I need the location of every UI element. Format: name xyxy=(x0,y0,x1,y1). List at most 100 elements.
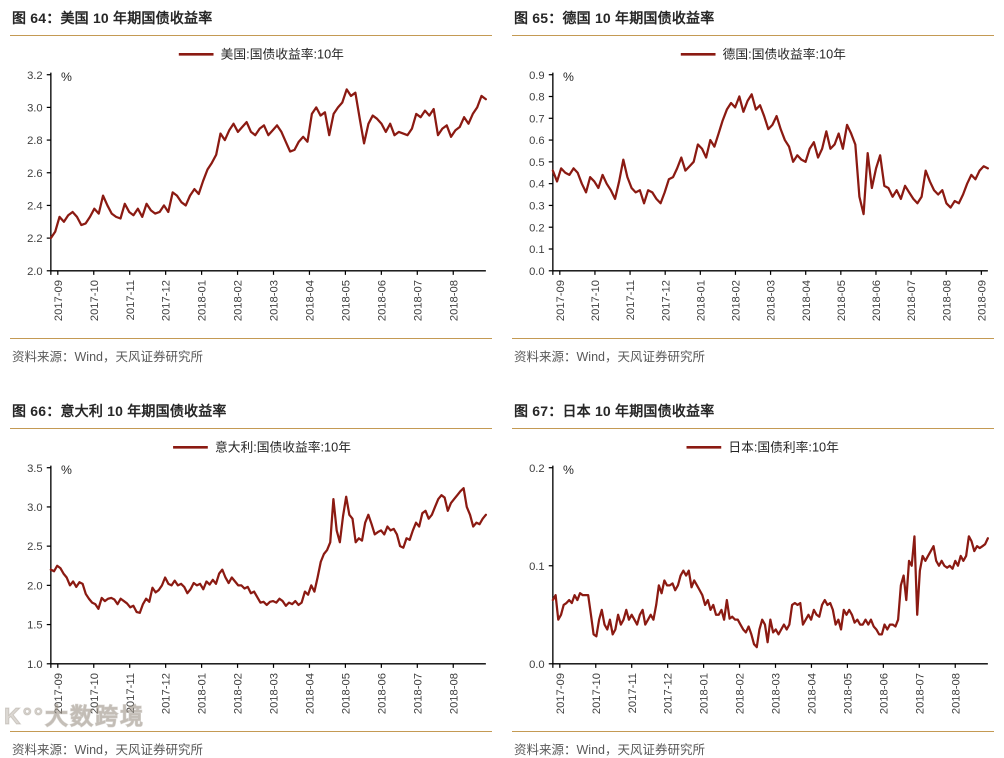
svg-text:2018-08: 2018-08 xyxy=(950,673,962,714)
svg-text:0.6: 0.6 xyxy=(529,135,545,147)
svg-text:2018-04: 2018-04 xyxy=(305,673,317,714)
svg-text:美国:国债收益率:10年: 美国:国债收益率:10年 xyxy=(221,46,345,61)
svg-text:0.4: 0.4 xyxy=(529,179,545,191)
svg-text:3.5: 3.5 xyxy=(27,463,43,475)
source-note: 资料来源：Wind，天风证券研究所 xyxy=(512,338,994,365)
svg-text:%: % xyxy=(563,70,574,84)
svg-text:2018-05: 2018-05 xyxy=(842,673,854,714)
svg-text:1.5: 1.5 xyxy=(27,620,43,632)
svg-text:2018-09: 2018-09 xyxy=(976,280,988,321)
svg-text:0.3: 0.3 xyxy=(529,201,545,213)
svg-text:2017-10: 2017-10 xyxy=(590,280,602,321)
svg-text:2017-09: 2017-09 xyxy=(555,673,567,714)
svg-text:日本:国债利率:10年: 日本:国债利率:10年 xyxy=(728,440,839,455)
svg-text:2017-10: 2017-10 xyxy=(89,280,101,321)
svg-text:德国:国债收益率:10年: 德国:国债收益率:10年 xyxy=(723,46,847,61)
svg-text:2.2: 2.2 xyxy=(27,233,43,245)
svg-text:2018-02: 2018-02 xyxy=(735,673,747,714)
svg-text:1.0: 1.0 xyxy=(27,659,43,671)
svg-text:2.0: 2.0 xyxy=(27,581,43,593)
svg-text:%: % xyxy=(61,70,72,84)
svg-text:2017-12: 2017-12 xyxy=(663,673,675,714)
svg-text:2018-06: 2018-06 xyxy=(871,280,883,321)
line-chart-svg: 德国:国债收益率:10年 0.0 0.1 0.2 0.3 0.4 0.5 0.6 0.7 0.8 0… xyxy=(529,46,989,321)
chart-title-italy: 图 66：意大利 10 年期国债收益率 xyxy=(10,399,492,430)
svg-text:2018-01: 2018-01 xyxy=(695,280,707,321)
svg-text:意大利:国债收益率:10年: 意大利:国债收益率:10年 xyxy=(215,440,351,455)
japan-10y-yield-chart: 日本:国债利率:10年 0.0 0.1 0.2% 2017-09 2017-10 2017-… xyxy=(512,429,994,729)
svg-text:2018-05: 2018-05 xyxy=(340,673,352,714)
svg-text:2017-10: 2017-10 xyxy=(89,673,101,714)
chart-cell-us: 图 64：美国 10 年期国债收益率 美国:国债收益率:10年 2.0 2.2 2.4… xyxy=(10,6,492,365)
svg-text:0.0: 0.0 xyxy=(529,659,545,671)
svg-text:2018-04: 2018-04 xyxy=(801,280,813,321)
us-10y-yield-chart: 美国:国债收益率:10年 2.0 2.2 2.4 2.6 2.8 3.0 3.2% 2017-0… xyxy=(10,36,492,336)
germany-10y-yield-chart: 德国:国债收益率:10年 0.0 0.1 0.2 0.3 0.4 0.5 0.6 0.7 0.8 0… xyxy=(512,36,994,336)
svg-text:0.7: 0.7 xyxy=(529,113,545,125)
svg-text:2.5: 2.5 xyxy=(27,541,43,553)
svg-text:2018-04: 2018-04 xyxy=(305,280,317,321)
svg-text:2018-02: 2018-02 xyxy=(233,673,245,714)
svg-text:2018-07: 2018-07 xyxy=(412,673,424,714)
svg-text:2017-11: 2017-11 xyxy=(125,280,137,320)
svg-text:2018-07: 2018-07 xyxy=(914,673,926,714)
italy-10y-yield-chart: 意大利:国债收益率:10年 1.0 1.5 2.0 2.5 3.0 3.5% 2017-09 2… xyxy=(10,429,492,729)
svg-text:2017-09: 2017-09 xyxy=(53,673,65,714)
svg-text:0.2: 0.2 xyxy=(529,463,545,475)
svg-text:2.8: 2.8 xyxy=(27,135,43,147)
svg-text:2018-06: 2018-06 xyxy=(376,280,388,321)
svg-text:2.4: 2.4 xyxy=(27,201,43,213)
svg-text:0.8: 0.8 xyxy=(529,92,545,104)
chart-cell-italy: 图 66：意大利 10 年期国债收益率 意大利:国债收益率:10年 1.0 1.5 2… xyxy=(10,399,492,758)
svg-text:2017-09: 2017-09 xyxy=(53,280,65,321)
svg-text:2018-08: 2018-08 xyxy=(448,280,460,321)
svg-text:3.0: 3.0 xyxy=(27,502,43,514)
svg-text:0.0: 0.0 xyxy=(529,266,545,278)
svg-text:0.5: 0.5 xyxy=(529,157,545,169)
svg-text:2017-09: 2017-09 xyxy=(555,280,567,321)
svg-text:2018-04: 2018-04 xyxy=(807,673,819,714)
source-note: 资料来源：Wind，天风证券研究所 xyxy=(10,338,492,365)
svg-text:0.2: 0.2 xyxy=(529,222,545,234)
svg-text:2018-08: 2018-08 xyxy=(448,673,460,714)
svg-text:2018-08: 2018-08 xyxy=(941,280,953,321)
svg-text:2018-02: 2018-02 xyxy=(233,280,245,321)
svg-text:2018-05: 2018-05 xyxy=(836,280,848,321)
svg-text:2018-02: 2018-02 xyxy=(731,280,743,321)
chart-cell-japan: 图 67：日本 10 年期国债收益率 日本:国债利率:10年 0.0 0.1 0.2%… xyxy=(512,399,994,758)
svg-text:2017-11: 2017-11 xyxy=(625,280,637,320)
line-chart-svg: 意大利:国债收益率:10年 1.0 1.5 2.0 2.5 3.0 3.5 % 2017-09 2… xyxy=(27,440,487,714)
svg-text:2018-07: 2018-07 xyxy=(412,280,424,321)
svg-text:2018-03: 2018-03 xyxy=(269,673,281,714)
svg-text:0.9: 0.9 xyxy=(529,70,545,82)
line-chart-svg: 日本:国债利率:10年 0.0 0.1 0.2 % 2017-09 2017-10 2017-… xyxy=(529,440,989,714)
svg-text:2017-12: 2017-12 xyxy=(161,673,173,714)
chart-title-us: 图 64：美国 10 年期国债收益率 xyxy=(10,6,492,36)
svg-text:2018-06: 2018-06 xyxy=(376,673,388,714)
svg-text:2017-12: 2017-12 xyxy=(660,280,672,321)
svg-text:2.0: 2.0 xyxy=(27,266,43,278)
chart-title-japan: 图 67：日本 10 年期国债收益率 xyxy=(512,399,994,430)
svg-text:2017-12: 2017-12 xyxy=(161,280,173,321)
line-chart-svg: 美国:国债收益率:10年 2.0 2.2 2.4 2.6 2.8 3.0 3.2 % 2017-0… xyxy=(27,46,487,321)
svg-text:2017-11: 2017-11 xyxy=(627,673,639,713)
svg-text:3.0: 3.0 xyxy=(27,102,43,114)
svg-text:2.6: 2.6 xyxy=(27,168,43,180)
svg-text:2018-03: 2018-03 xyxy=(771,673,783,714)
svg-text:2018-06: 2018-06 xyxy=(878,673,890,714)
svg-text:2018-05: 2018-05 xyxy=(340,280,352,321)
svg-text:0.1: 0.1 xyxy=(529,244,545,256)
svg-text:2017-11: 2017-11 xyxy=(125,673,137,713)
svg-text:0.1: 0.1 xyxy=(529,561,545,573)
svg-text:%: % xyxy=(563,463,574,477)
svg-text:2018-03: 2018-03 xyxy=(766,280,778,321)
svg-text:2018-01: 2018-01 xyxy=(699,673,711,714)
svg-text:2017-10: 2017-10 xyxy=(591,673,603,714)
chart-title-germany: 图 65：德国 10 年期国债收益率 xyxy=(512,6,994,36)
svg-text:2018-01: 2018-01 xyxy=(197,280,209,321)
svg-text:3.2: 3.2 xyxy=(27,70,43,82)
svg-text:%: % xyxy=(61,463,72,477)
svg-text:2018-03: 2018-03 xyxy=(269,280,281,321)
